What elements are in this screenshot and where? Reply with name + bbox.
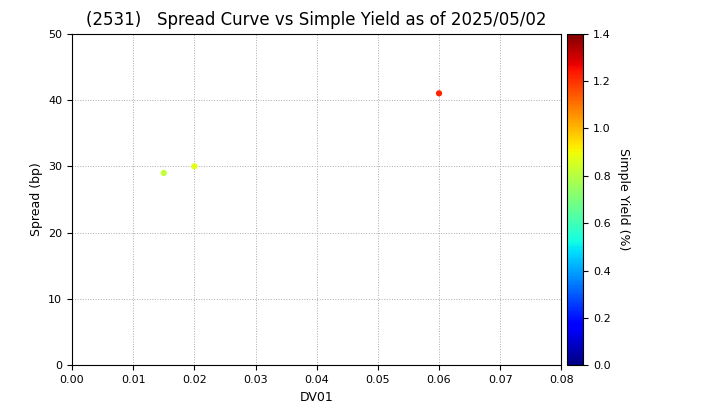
Point bbox=[189, 163, 200, 170]
Point bbox=[433, 90, 445, 97]
Y-axis label: Spread (bp): Spread (bp) bbox=[30, 163, 42, 236]
Point bbox=[158, 170, 169, 176]
X-axis label: DV01: DV01 bbox=[300, 391, 333, 404]
Y-axis label: Simple Yield (%): Simple Yield (%) bbox=[617, 148, 630, 251]
Title: (2531)   Spread Curve vs Simple Yield as of 2025/05/02: (2531) Spread Curve vs Simple Yield as o… bbox=[86, 11, 547, 29]
